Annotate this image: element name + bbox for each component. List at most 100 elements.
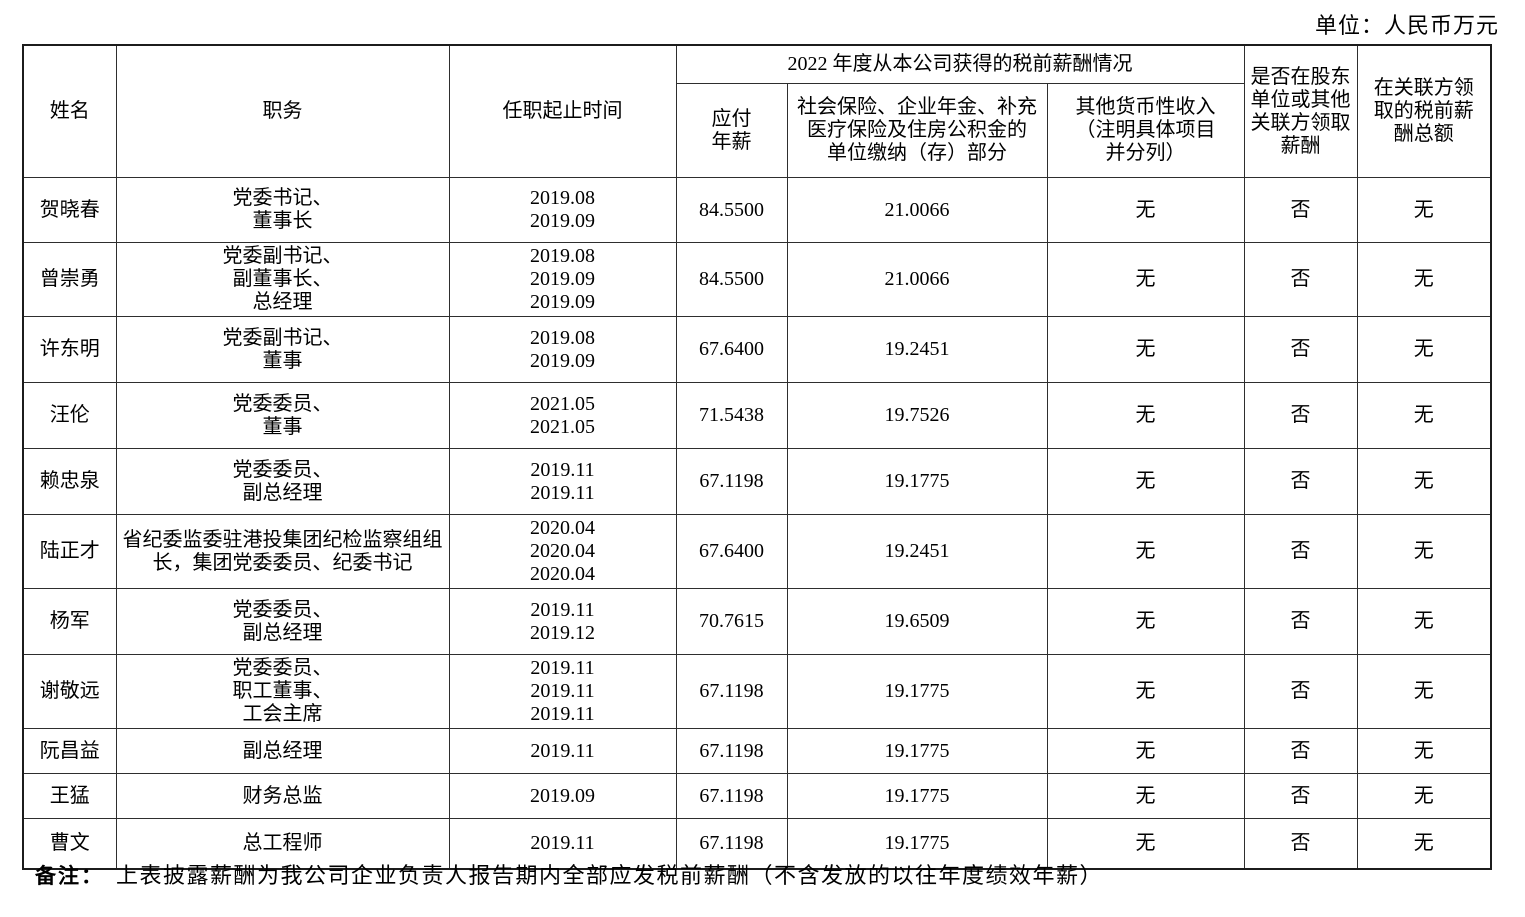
- cell-name: 曾崇勇: [22, 242, 117, 317]
- cell-related-party-total: 无: [1356, 728, 1492, 774]
- cell-position: 副总经理: [115, 728, 450, 774]
- cell-social-insurance: 19.1775: [786, 773, 1048, 819]
- cell-name: 赖忠泉: [22, 448, 117, 515]
- cell-name: 汪伦: [22, 382, 117, 449]
- cell-position: 党委书记、 董事长: [115, 177, 450, 243]
- cell-salary-payable: 71.5438: [675, 382, 788, 449]
- cell-salary-payable: 84.5500: [675, 242, 788, 317]
- cell-related-party-total: 无: [1356, 818, 1492, 869]
- table-row: 阮昌益 副总经理 2019.11 67.1198 19.1775 无否无: [22, 728, 1492, 774]
- cell-other-income: 无: [1046, 654, 1245, 729]
- col-header-related-party-paid: 是否在股东 单位或其他 关联方领取 薪酬: [1243, 44, 1358, 178]
- table-row: 曾崇勇 党委副书记、 副董事长、 总经理 2019.08 2019.09 2019.…: [22, 242, 1492, 317]
- cell-term: 2019.11 2019.11 2019.11: [448, 654, 677, 729]
- cell-other-income: 无: [1046, 316, 1245, 383]
- cell-related-party-paid: 否: [1243, 382, 1358, 449]
- cell-name: 陆正才: [22, 514, 117, 589]
- table-header: 姓名 职务 任职起止时间 2022 年度从本公司获得的税前薪酬情况 是否在股东 …: [22, 44, 1492, 178]
- cell-social-insurance: 21.0066: [786, 177, 1048, 243]
- col-header-name: 姓名: [22, 44, 117, 178]
- cell-term: 2019.08 2019.09 2019.09: [448, 242, 677, 317]
- cell-name: 王猛: [22, 773, 117, 819]
- cell-related-party-paid: 否: [1243, 514, 1358, 589]
- cell-related-party-total: 无: [1356, 177, 1492, 243]
- header-row-group: 姓名 职务 任职起止时间 2022 年度从本公司获得的税前薪酬情况 是否在股东 …: [22, 44, 1492, 178]
- cell-other-income: 无: [1046, 588, 1245, 655]
- cell-social-insurance: 19.2451: [786, 316, 1048, 383]
- cell-term: 2019.09: [448, 773, 677, 819]
- cell-name: 谢敬远: [22, 654, 117, 729]
- cell-related-party-paid: 否: [1243, 773, 1358, 819]
- cell-position: 党委委员、 董事: [115, 382, 450, 449]
- cell-social-insurance: 19.1775: [786, 818, 1048, 869]
- col-header-related-party-total: 在关联方领 取的税前薪 酬总额: [1356, 44, 1492, 178]
- table-row: 赖忠泉 党委委员、 副总经理 2019.11 2019.11 67.1198 19.17…: [22, 448, 1492, 515]
- footnote-text: 上表披露薪酬为我公司企业负责人报告期内全部应发税前薪酬（不含发放的以往年度绩效年…: [116, 863, 1104, 888]
- cell-social-insurance: 21.0066: [786, 242, 1048, 317]
- cell-position: 党委委员、 副总经理: [115, 448, 450, 515]
- cell-social-insurance: 19.6509: [786, 588, 1048, 655]
- cell-term: 2020.04 2020.04 2020.04: [448, 514, 677, 589]
- cell-social-insurance: 19.1775: [786, 728, 1048, 774]
- cell-social-insurance: 19.1775: [786, 448, 1048, 515]
- cell-position: 党委副书记、 董事: [115, 316, 450, 383]
- unit-label: 单位：人民币万元: [1314, 13, 1499, 38]
- cell-term: 2019.11: [448, 728, 677, 774]
- cell-position: 党委委员、 副总经理: [115, 588, 450, 655]
- cell-other-income: 无: [1046, 728, 1245, 774]
- cell-other-income: 无: [1046, 448, 1245, 515]
- cell-other-income: 无: [1046, 177, 1245, 243]
- table-row: 谢敬远 党委委员、 职工董事、 工会主席 2019.11 2019.11 2019.…: [22, 654, 1492, 729]
- cell-salary-payable: 67.1198: [675, 654, 788, 729]
- cell-related-party-total: 无: [1356, 654, 1492, 729]
- cell-other-income: 无: [1046, 773, 1245, 819]
- cell-name: 贺晓春: [22, 177, 117, 243]
- cell-related-party-total: 无: [1356, 514, 1492, 589]
- cell-salary-payable: 70.7615: [675, 588, 788, 655]
- cell-term: 2021.05 2021.05: [448, 382, 677, 449]
- cell-term: 2019.08 2019.09: [448, 316, 677, 383]
- cell-salary-payable: 67.1198: [675, 728, 788, 774]
- cell-position: 党委委员、 职工董事、 工会主席: [115, 654, 450, 729]
- col-header-other-income: 其他货币性收入 （注明具体项目 并分列）: [1046, 83, 1245, 178]
- cell-related-party-paid: 否: [1243, 588, 1358, 655]
- table-row: 贺晓春 党委书记、 董事长 2019.08 2019.09 84.5500 21.006…: [22, 177, 1492, 243]
- cell-name: 曹文: [22, 818, 117, 869]
- footnote-label: 备注：: [35, 865, 104, 888]
- cell-term: 2019.08 2019.09: [448, 177, 677, 243]
- cell-position: 财务总监: [115, 773, 450, 819]
- cell-position: 党委副书记、 副董事长、 总经理: [115, 242, 450, 317]
- table-body: 贺晓春 党委书记、 董事长 2019.08 2019.09 84.5500 21.006…: [22, 177, 1492, 869]
- table-row: 汪伦 党委委员、 董事 2021.05 2021.05 71.5438 19.7526 无…: [22, 382, 1492, 449]
- cell-related-party-total: 无: [1356, 588, 1492, 655]
- cell-name: 阮昌益: [22, 728, 117, 774]
- cell-related-party-paid: 否: [1243, 728, 1358, 774]
- cell-related-party-total: 无: [1356, 448, 1492, 515]
- cell-salary-payable: 84.5500: [675, 177, 788, 243]
- col-header-salary-payable: 应付 年薪: [675, 83, 788, 178]
- footnote: 备注： 上表披露薪酬为我公司企业负责人报告期内全部应发税前薪酬（不含发放的以往年度…: [35, 858, 1103, 890]
- cell-social-insurance: 19.7526: [786, 382, 1048, 449]
- cell-term: 2019.11 2019.11: [448, 448, 677, 515]
- col-header-salary-group: 2022 年度从本公司获得的税前薪酬情况: [675, 44, 1245, 84]
- table-row: 陆正才 省纪委监委驻港投集团纪检监察组组 长，集团党委委员、纪委书记 2020.04…: [22, 514, 1492, 589]
- cell-salary-payable: 67.6400: [675, 514, 788, 589]
- cell-related-party-paid: 否: [1243, 818, 1358, 869]
- col-header-term: 任职起止时间: [448, 44, 677, 178]
- cell-term: 2019.11 2019.12: [448, 588, 677, 655]
- col-header-social-insurance: 社会保险、企业年金、补充 医疗保险及住房公积金的 单位缴纳（存）部分: [786, 83, 1048, 178]
- table-row: 王猛 财务总监 2019.09 67.1198 19.1775 无否无: [22, 773, 1492, 819]
- cell-related-party-total: 无: [1356, 773, 1492, 819]
- cell-other-income: 无: [1046, 382, 1245, 449]
- cell-related-party-paid: 否: [1243, 242, 1358, 317]
- cell-social-insurance: 19.2451: [786, 514, 1048, 589]
- cell-related-party-paid: 否: [1243, 316, 1358, 383]
- cell-other-income: 无: [1046, 514, 1245, 589]
- cell-salary-payable: 67.1198: [675, 773, 788, 819]
- cell-name: 许东明: [22, 316, 117, 383]
- cell-position: 省纪委监委驻港投集团纪检监察组组 长，集团党委委员、纪委书记: [115, 514, 450, 589]
- cell-related-party-total: 无: [1356, 382, 1492, 449]
- cell-salary-payable: 67.1198: [675, 448, 788, 515]
- cell-related-party-paid: 否: [1243, 177, 1358, 243]
